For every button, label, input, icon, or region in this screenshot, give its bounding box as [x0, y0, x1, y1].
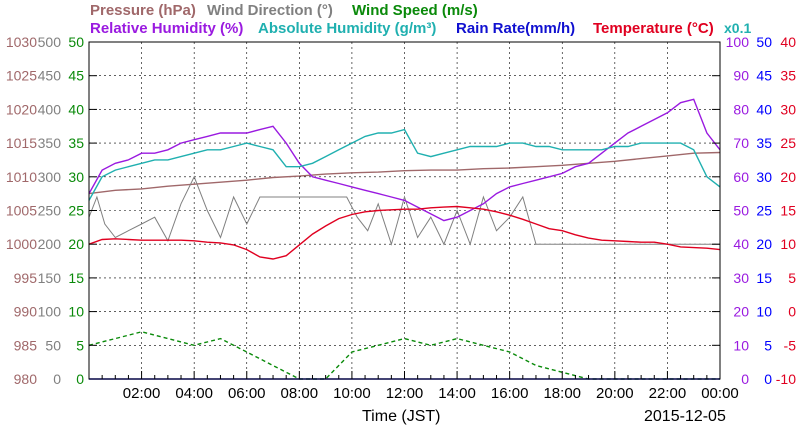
series-line-wind-direction: [88, 175, 720, 246]
y-tick-label-rain-rate: 5: [764, 337, 772, 353]
x-tick-label: 22:00: [649, 385, 687, 402]
y-tick-label-relative-humidity: 10: [733, 337, 749, 353]
legend-wind-direction: Wind Direction (°): [207, 2, 333, 19]
legend-rain-rate: Rain Rate(mm/h): [456, 20, 576, 37]
x-tick-label: 12:00: [386, 385, 424, 402]
y-tick-label-wind-direction: 450: [38, 68, 62, 84]
y-tick-label-wind-direction: 100: [38, 304, 62, 320]
legend-pressure: Pressure (hPa): [90, 2, 196, 19]
y-tick-label-rain-rate: 20: [756, 236, 772, 252]
y-tick-label-wind-direction: 200: [38, 236, 62, 252]
y-tick-label-temperature: 10: [780, 236, 796, 252]
y-tick-label-temperature: 30: [780, 101, 796, 117]
x-tick-label: 14:00: [438, 385, 476, 402]
y-tick-label-wind-speed: 5: [76, 337, 84, 353]
y-tick-label-relative-humidity: 20: [733, 304, 749, 320]
y-tick-label-rain-rate: 30: [756, 169, 772, 185]
y-tick-label-wind-direction: 350: [38, 135, 62, 151]
y-tick-label-pressure: 990: [14, 304, 38, 320]
y-tick-label-relative-humidity: 100: [726, 34, 750, 50]
x-tick-label: 02:00: [123, 385, 161, 402]
y-tick-label-wind-speed: 45: [68, 68, 84, 84]
y-tick-label-pressure: 1030: [6, 34, 37, 50]
y-tick-label-relative-humidity: 70: [733, 135, 749, 151]
y-tick-label-wind-direction: 300: [38, 169, 62, 185]
x-tick-label: 06:00: [228, 385, 266, 402]
y-tick-label-relative-humidity: 0: [741, 371, 749, 387]
legend-wind-speed: Wind Speed (m/s): [352, 2, 478, 19]
grid-lines: [89, 42, 720, 379]
y-tick-label-wind-speed: 50: [68, 34, 84, 50]
x-tick-label: 10:00: [333, 385, 371, 402]
y-tick-label-pressure: 980: [14, 371, 38, 387]
y-tick-label-rain-rate: 35: [756, 135, 772, 151]
x-tick-label: 20:00: [596, 385, 634, 402]
y-tick-label-rain-rate: 45: [756, 68, 772, 84]
y-tick-label-temperature: 5: [788, 270, 796, 286]
series-line-relative-humidity: [88, 98, 721, 222]
y-tick-label-pressure: 1005: [6, 203, 37, 219]
series-line-absolute-humidity: [88, 128, 721, 201]
y-tick-label-rain-rate: 25: [756, 203, 772, 219]
x-tick-label: 08:00: [281, 385, 319, 402]
legend-temperature: Temperature (°C): [593, 20, 714, 37]
y-tick-label-pressure: 1010: [6, 169, 37, 185]
y-tick-label-wind-speed: 40: [68, 101, 84, 117]
y-tick-label-wind-direction: 0: [53, 371, 61, 387]
y-tick-label-pressure: 995: [14, 270, 38, 286]
y-tick-label-wind-speed: 15: [68, 270, 84, 286]
y-tick-label-wind-speed: 0: [76, 371, 84, 387]
y-tick-label-wind-speed: 30: [68, 169, 84, 185]
y-tick-label-rain-rate: 40: [756, 101, 772, 117]
y-tick-label-wind-speed: 35: [68, 135, 84, 151]
y-tick-label-temperature: 20: [780, 169, 796, 185]
y-tick-label-pressure: 1015: [6, 135, 37, 151]
x-tick-label: 18:00: [543, 385, 581, 402]
y-tick-label-rain-rate: 10: [756, 304, 772, 320]
y-tick-label-wind-direction: 50: [45, 337, 61, 353]
x-axis-ticks: 02:00 04:00 06:00 08:00 10:00 12:00 14:00 16:00…: [101, 371, 739, 402]
y-tick-label-pressure: 1000: [6, 236, 37, 252]
y-tick-label-rain-rate: 50: [756, 34, 772, 50]
legend-scale-note: x0.1: [724, 20, 752, 36]
y-tick-label-relative-humidity: 60: [733, 169, 749, 185]
y-tick-label-temperature: -10: [776, 371, 796, 387]
y-tick-label-pressure: 1020: [6, 101, 37, 117]
y-tick-label-relative-humidity: 80: [733, 101, 749, 117]
x-tick-label: 16:00: [491, 385, 529, 402]
y-tick-label-relative-humidity: 40: [733, 236, 749, 252]
y-tick-label-rain-rate: 0: [764, 371, 772, 387]
y-axis-ticks: 9809859909951000100510101015102010251030…: [6, 34, 796, 387]
y-tick-label-wind-direction: 150: [38, 270, 62, 286]
y-tick-label-wind-speed: 10: [68, 304, 84, 320]
y-tick-label-temperature: 25: [780, 135, 796, 151]
series-line-pressure: [88, 151, 721, 195]
y-tick-label-wind-speed: 25: [68, 203, 84, 219]
y-tick-label-pressure: 985: [14, 337, 38, 353]
y-tick-label-temperature: -5: [784, 337, 797, 353]
y-tick-label-temperature: 15: [780, 203, 796, 219]
y-tick-label-temperature: 40: [780, 34, 796, 50]
x-axis-label: Time (JST): [362, 408, 441, 425]
legend-absolute-humidity: Absolute Humidity (g/m³): [258, 20, 437, 37]
date-label: 2015-12-05: [644, 408, 726, 425]
y-tick-label-wind-direction: 500: [38, 34, 62, 50]
y-tick-label-wind-direction: 250: [38, 203, 62, 219]
y-tick-label-temperature: 0: [788, 304, 796, 320]
y-tick-label-relative-humidity: 30: [733, 270, 749, 286]
y-tick-label-relative-humidity: 50: [733, 203, 749, 219]
y-tick-label-rain-rate: 15: [756, 270, 772, 286]
y-tick-label-pressure: 1025: [6, 68, 37, 84]
y-tick-label-wind-direction: 400: [38, 101, 62, 117]
series-line-temperature: [88, 205, 721, 260]
x-tick-label: 00:00: [701, 385, 739, 402]
y-tick-label-relative-humidity: 90: [733, 68, 749, 84]
y-tick-label-wind-speed: 20: [68, 236, 84, 252]
legend-relative-humidity: Relative Humidity (%): [90, 20, 244, 37]
x-tick-label: 04:00: [175, 385, 213, 402]
y-tick-label-temperature: 35: [780, 68, 796, 84]
